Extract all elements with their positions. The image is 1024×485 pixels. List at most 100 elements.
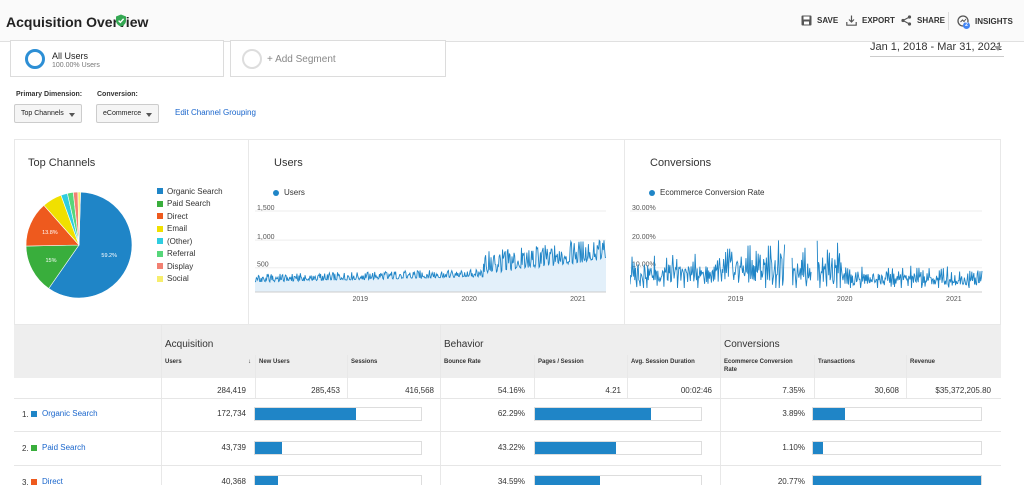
legend-label: Email <box>167 224 188 234</box>
channel-link[interactable]: Paid Search <box>42 443 86 452</box>
dropdown-caret-icon <box>146 113 152 117</box>
cell-conversion-rate: 1.10% <box>782 443 805 452</box>
legend-swatch <box>157 263 163 270</box>
transactions-bar <box>812 475 982 485</box>
legend-swatch <box>157 250 163 257</box>
export-button[interactable]: EXPORT <box>846 15 895 26</box>
insights-label: INSIGHTS <box>975 17 1013 26</box>
legend-item: Display <box>157 260 223 273</box>
cell-bounce-rate: 62.29% <box>497 409 525 418</box>
x-tick-label: 2019 <box>353 296 369 303</box>
legend-item: Referral <box>157 248 223 261</box>
cell-users: 43,739 <box>221 443 246 452</box>
dropdown-caret-icon <box>69 113 75 117</box>
edit-channel-grouping-link[interactable]: Edit Channel Grouping <box>175 108 256 117</box>
x-tick-label: 2020 <box>837 296 853 303</box>
col-revenue[interactable]: Revenue <box>910 359 936 365</box>
primary-dimension-dropdown[interactable]: Top Channels <box>14 104 82 123</box>
users-line-chart[interactable]: 1,500 1,000 500 2019 2020 2021 <box>255 204 610 304</box>
segment-all-users[interactable]: All Users 100.00% Users <box>10 40 224 77</box>
row-number: 1. <box>22 410 29 419</box>
conversions-chart-title: Conversions <box>650 157 712 169</box>
group-conversions: Conversions <box>724 339 780 350</box>
insights-badge: 2 <box>963 22 970 29</box>
add-segment-button[interactable]: + Add Segment <box>230 40 446 77</box>
legend-item: Direct <box>157 210 223 223</box>
transactions-bar <box>812 407 982 421</box>
total-bounce-rate: 54.16% <box>497 386 525 395</box>
conversion-rate-line-chart[interactable]: 30.00%20.00%10.00%2019 2020 2021 <box>630 204 986 304</box>
conversion-label: Conversion: <box>97 91 138 98</box>
col-bounce-rate[interactable]: Bounce Rate <box>444 359 481 365</box>
y-tick-label: 1,500 <box>257 205 275 212</box>
chevron-down-icon[interactable] <box>994 46 1002 51</box>
conversion-dropdown[interactable]: eCommerce <box>96 104 159 123</box>
series-line[interactable] <box>630 240 983 289</box>
channel-color-swatch <box>31 411 37 417</box>
col-pages-session[interactable]: Pages / Session <box>538 359 584 365</box>
insights-button[interactable]: 2 INSIGHTS <box>957 15 1013 29</box>
transactions-bar <box>812 441 982 455</box>
total-transactions: 30,608 <box>874 386 899 395</box>
cell-conversion-rate: 3.89% <box>782 409 805 418</box>
table-row[interactable]: 3. Direct 40,368 34.59% 20.77% <box>14 466 1001 485</box>
save-button[interactable]: SAVE <box>801 15 838 26</box>
group-behavior: Behavior <box>444 339 484 350</box>
top-channels-title: Top Channels <box>28 157 96 169</box>
pie-slice-social[interactable] <box>77 191 81 246</box>
pages-session-bar <box>534 407 702 421</box>
series-line[interactable] <box>255 239 607 284</box>
row-number: 2. <box>22 444 29 453</box>
total-pages-session: 4.21 <box>605 386 621 395</box>
channel-color-swatch <box>31 445 37 451</box>
cell-users: 40,368 <box>221 477 246 485</box>
legend-label: Social <box>167 274 189 284</box>
bar-fill <box>255 442 282 454</box>
channel-link[interactable]: Direct <box>42 477 63 485</box>
col-conversion-rate[interactable]: Ecommerce Conversion Rate <box>724 359 793 373</box>
bar-fill <box>255 408 357 420</box>
new-users-bar <box>254 441 422 455</box>
channel-link[interactable]: Organic Search <box>42 409 98 418</box>
total-conversion-rate: 7.35% <box>782 386 805 395</box>
top-channels-legend: Organic Search Paid Search Direct Email (Oth… <box>157 185 223 285</box>
new-users-bar <box>254 475 422 485</box>
col-transactions[interactable]: Transactions <box>818 359 856 365</box>
sort-desc-icon: ↓ <box>248 359 251 365</box>
conversion-value: eCommerce <box>103 110 142 117</box>
bar-fill <box>535 442 617 454</box>
panel-divider <box>248 140 249 325</box>
col-sessions[interactable]: Sessions <box>351 359 378 365</box>
legend-label: Paid Search <box>167 199 211 209</box>
col-new-users[interactable]: New Users <box>259 359 290 365</box>
legend-swatch <box>157 213 163 220</box>
pie-label-paid: 15% <box>45 258 56 264</box>
bar-fill <box>255 476 279 485</box>
pie-slice-organic-search[interactable] <box>48 191 133 299</box>
segment-percent: 100.00% Users <box>52 62 100 69</box>
total-revenue: $35,372,205.80 <box>935 386 991 395</box>
table-row[interactable]: 1. Organic Search 172,734 62.29% 3.89% <box>14 398 1001 432</box>
x-tick-label: 2021 <box>946 296 962 303</box>
legend-label: (Other) <box>167 236 193 246</box>
pie-label-organic: 59.2% <box>101 253 117 259</box>
header-divider <box>948 12 949 30</box>
bar-fill <box>813 408 845 420</box>
share-button[interactable]: SHARE <box>901 15 945 26</box>
users-chart-title: Users <box>274 157 303 169</box>
col-users[interactable]: Users ↓ <box>165 358 253 366</box>
pie-slice-paid-search[interactable] <box>25 244 80 289</box>
date-range-picker[interactable]: Jan 1, 2018 - Mar 31, 2021 <box>870 41 1004 57</box>
x-tick-label: 2020 <box>461 296 477 303</box>
total-new-users: 285,453 <box>311 386 340 395</box>
y-tick-label: 500 <box>257 262 269 269</box>
top-channels-pie-chart[interactable]: 59.2% 15% 13.8% <box>24 190 134 300</box>
overview-panels <box>14 139 1001 325</box>
segment-empty-ring-icon <box>242 49 262 69</box>
panel-divider <box>624 140 625 325</box>
total-avg-session-duration: 00:02:46 <box>680 386 712 395</box>
segment-ring-icon <box>25 49 45 69</box>
channel-color-swatch <box>31 479 37 485</box>
table-row[interactable]: 2. Paid Search 43,739 43.22% 1.10% <box>14 432 1001 466</box>
col-avg-session-duration[interactable]: Avg. Session Duration <box>631 359 695 365</box>
